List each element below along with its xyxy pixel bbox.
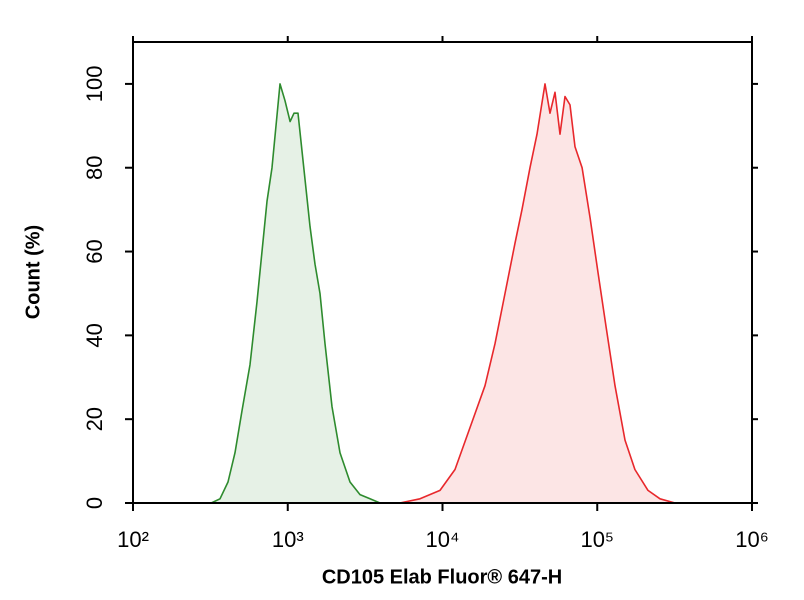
y-axis-label: Count (%)	[22, 225, 44, 319]
y-tick-label: 60	[82, 239, 107, 263]
y-tick-label: 80	[82, 155, 107, 179]
x-tick-label: 10⁶	[735, 527, 769, 552]
x-axis-label: CD105 Elab Fluor® 647-H	[322, 566, 562, 588]
histogram-area	[210, 83, 381, 504]
y-tick-label: 0	[82, 497, 107, 509]
x-tick-label: 10²	[117, 527, 149, 552]
x-tick-label: 10³	[272, 527, 304, 552]
x-tick-label: 10⁵	[580, 527, 614, 552]
plot-frame	[132, 41, 753, 504]
y-tick-label: 40	[82, 323, 107, 347]
y-tick-label: 20	[82, 407, 107, 431]
y-tick-label: 100	[82, 66, 107, 103]
histogram-area	[399, 83, 676, 504]
x-tick-label: 10⁴	[426, 527, 460, 552]
